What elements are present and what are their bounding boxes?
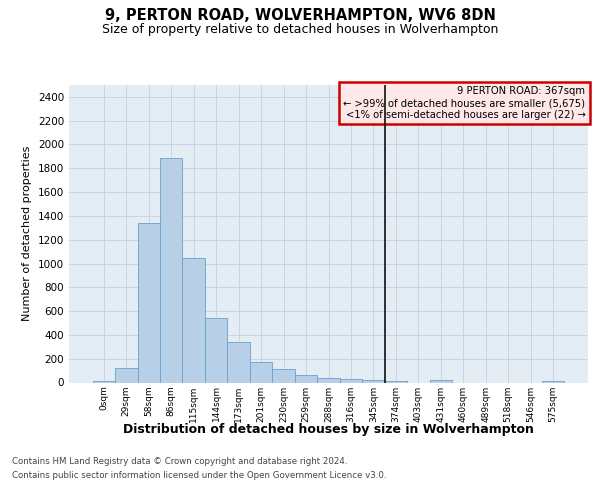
Bar [92,380,115,382]
Text: Distribution of detached houses by size in Wolverhampton: Distribution of detached houses by size … [124,422,534,436]
Bar [385,380,407,382]
Bar [340,379,362,382]
Bar [160,158,182,382]
Text: Contains public sector information licensed under the Open Government Licence v3: Contains public sector information licen… [12,471,386,480]
Bar [227,342,250,382]
Bar [250,362,272,382]
Bar [205,318,227,382]
Bar [115,368,137,382]
Bar [295,375,317,382]
Text: 9, PERTON ROAD, WOLVERHAMPTON, WV6 8DN: 9, PERTON ROAD, WOLVERHAMPTON, WV6 8DN [104,8,496,22]
Bar [430,380,452,382]
Text: Contains HM Land Registry data © Crown copyright and database right 2024.: Contains HM Land Registry data © Crown c… [12,457,347,466]
Bar [362,380,385,382]
Bar [137,223,160,382]
Bar [542,380,565,382]
Bar [182,258,205,382]
Bar [272,370,295,382]
Y-axis label: Number of detached properties: Number of detached properties [22,146,32,322]
Bar [317,378,340,382]
Text: 9 PERTON ROAD: 367sqm
← >99% of detached houses are smaller (5,675)
<1% of semi-: 9 PERTON ROAD: 367sqm ← >99% of detached… [343,86,586,120]
Text: Size of property relative to detached houses in Wolverhampton: Size of property relative to detached ho… [102,22,498,36]
